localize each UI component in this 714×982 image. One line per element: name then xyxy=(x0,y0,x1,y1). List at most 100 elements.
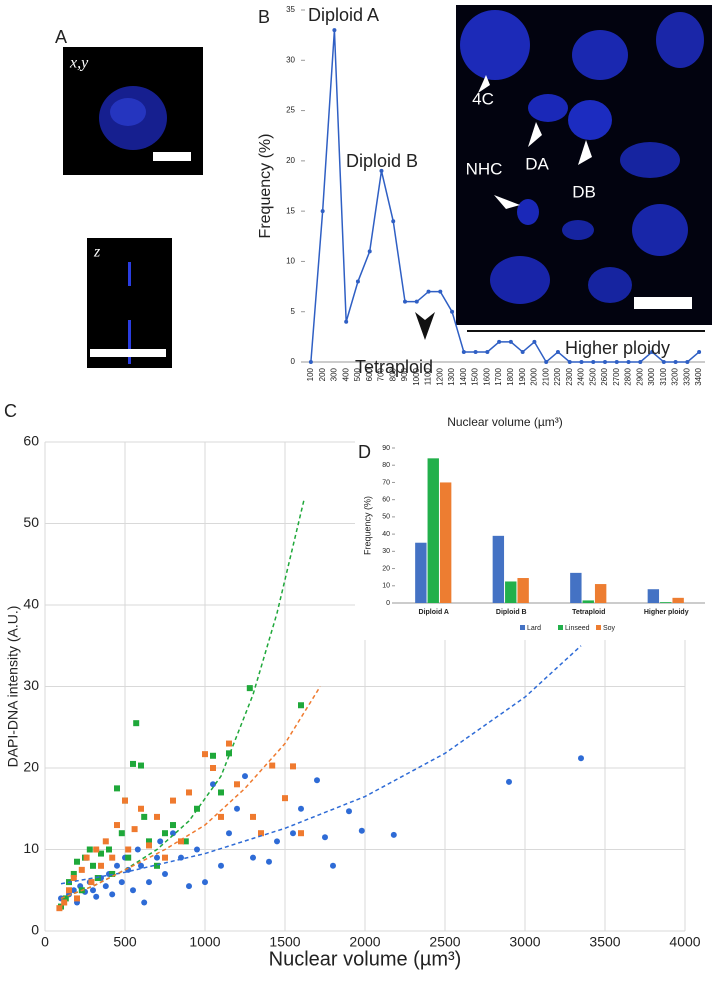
scatter-point xyxy=(102,883,109,890)
scatter-point xyxy=(98,862,104,869)
x-tick-label: 3100 xyxy=(659,367,668,385)
bar xyxy=(492,535,505,603)
scatter-point xyxy=(138,862,144,869)
image-label: z xyxy=(93,244,101,261)
legend-swatch xyxy=(558,625,563,630)
nucleus xyxy=(588,267,632,303)
data-point xyxy=(461,349,466,354)
scatter-point xyxy=(578,755,584,762)
legend-label: Soy xyxy=(603,625,616,632)
data-point xyxy=(603,360,607,364)
x-tick-label: 700 xyxy=(377,367,386,381)
scatter-point xyxy=(210,765,216,771)
x-tick-label: 4000 xyxy=(669,934,700,950)
scatter-point xyxy=(290,763,296,770)
x-tick-label: 3300 xyxy=(682,367,691,385)
inset-label: NHC xyxy=(466,159,503,178)
data-point xyxy=(485,349,490,354)
scatter-point xyxy=(194,846,200,853)
scatter-point xyxy=(234,781,240,788)
nucleus xyxy=(632,204,688,256)
x-tick-label: 2400 xyxy=(577,367,586,385)
scatter-point xyxy=(94,875,101,882)
scatter-point xyxy=(346,808,352,815)
y-tick-label: 30 xyxy=(286,55,295,64)
scatter-point xyxy=(202,751,208,758)
data-point xyxy=(638,360,643,364)
scatter-point xyxy=(78,866,85,873)
nucleus-slice xyxy=(128,262,131,286)
y-tick-label: 80 xyxy=(382,462,390,469)
trend-line xyxy=(60,498,305,900)
scatter-point xyxy=(141,899,148,906)
legend-label: Linseed xyxy=(565,625,590,632)
scatter-point xyxy=(194,805,200,812)
scatter-point xyxy=(86,846,93,853)
data-point xyxy=(414,299,419,304)
scatter-point xyxy=(146,842,152,849)
y-axis-label: DAPI-DNA intensity (A.U.) xyxy=(5,606,21,768)
scatter-point xyxy=(242,773,248,780)
data-point xyxy=(391,219,396,224)
bar xyxy=(517,578,529,603)
scatter-point xyxy=(186,883,192,890)
scatter-point xyxy=(90,887,96,894)
scatter-point xyxy=(258,830,264,837)
scatter-point xyxy=(138,762,144,769)
scatter-point xyxy=(133,720,140,727)
data-line xyxy=(310,30,700,364)
arrowhead xyxy=(494,195,520,209)
y-tick-label: 50 xyxy=(382,514,390,521)
scatter-point xyxy=(298,830,304,837)
y-tick-label: 15 xyxy=(286,206,295,215)
scatter-point xyxy=(298,805,304,812)
x-tick-label: 1500 xyxy=(269,934,300,950)
scatter-point xyxy=(234,805,240,812)
x-tick-label: 3000 xyxy=(509,934,540,950)
data-point xyxy=(661,360,666,364)
x-tick-label: 3000 xyxy=(647,367,656,385)
data-point xyxy=(450,309,455,314)
x-tick-label: 600 xyxy=(365,367,374,381)
y-axis-label: Frequency (%) xyxy=(362,496,372,555)
scatter-point xyxy=(266,858,272,865)
data-point xyxy=(650,349,655,354)
scatter-point xyxy=(154,813,160,820)
scatter-point xyxy=(109,854,116,861)
scatter-point xyxy=(246,685,253,692)
x-axis-label: Nuclear volume (µm³) xyxy=(269,948,462,970)
panel-label: D xyxy=(358,442,371,462)
scatter-point xyxy=(314,777,320,784)
bar xyxy=(439,482,452,603)
scatter-point xyxy=(226,830,232,837)
scatter-point xyxy=(282,795,288,802)
x-tick-label: 1500 xyxy=(471,367,480,385)
scatter-point xyxy=(62,895,69,902)
x-tick-label: 1700 xyxy=(494,367,503,385)
x-tick-label: 2500 xyxy=(588,367,597,385)
x-tick-label: 900 xyxy=(400,367,409,381)
scatter-point xyxy=(125,854,132,861)
x-tick-label: 1600 xyxy=(482,367,491,385)
data-point xyxy=(673,360,678,364)
scatter-point xyxy=(66,887,72,894)
scatter-point xyxy=(90,862,96,869)
panel-label: C xyxy=(4,401,17,421)
data-point xyxy=(426,289,431,294)
data-point xyxy=(403,299,407,304)
scatter-point xyxy=(134,846,141,853)
data-point xyxy=(614,360,619,364)
scatter-point xyxy=(70,875,77,882)
scatter-point xyxy=(250,813,256,820)
scatter-point xyxy=(390,831,397,838)
x-tick-label: 3500 xyxy=(589,934,620,950)
bar xyxy=(594,584,607,603)
nucleus xyxy=(568,100,612,140)
nucleus xyxy=(562,220,594,240)
scatter-point xyxy=(109,891,116,898)
y-tick-label: 30 xyxy=(382,548,390,555)
x-tick-label: 2800 xyxy=(624,367,633,385)
x-tick-label: 2500 xyxy=(429,934,460,950)
x-tick-label: 2000 xyxy=(530,367,539,385)
scatter-point xyxy=(226,740,232,747)
